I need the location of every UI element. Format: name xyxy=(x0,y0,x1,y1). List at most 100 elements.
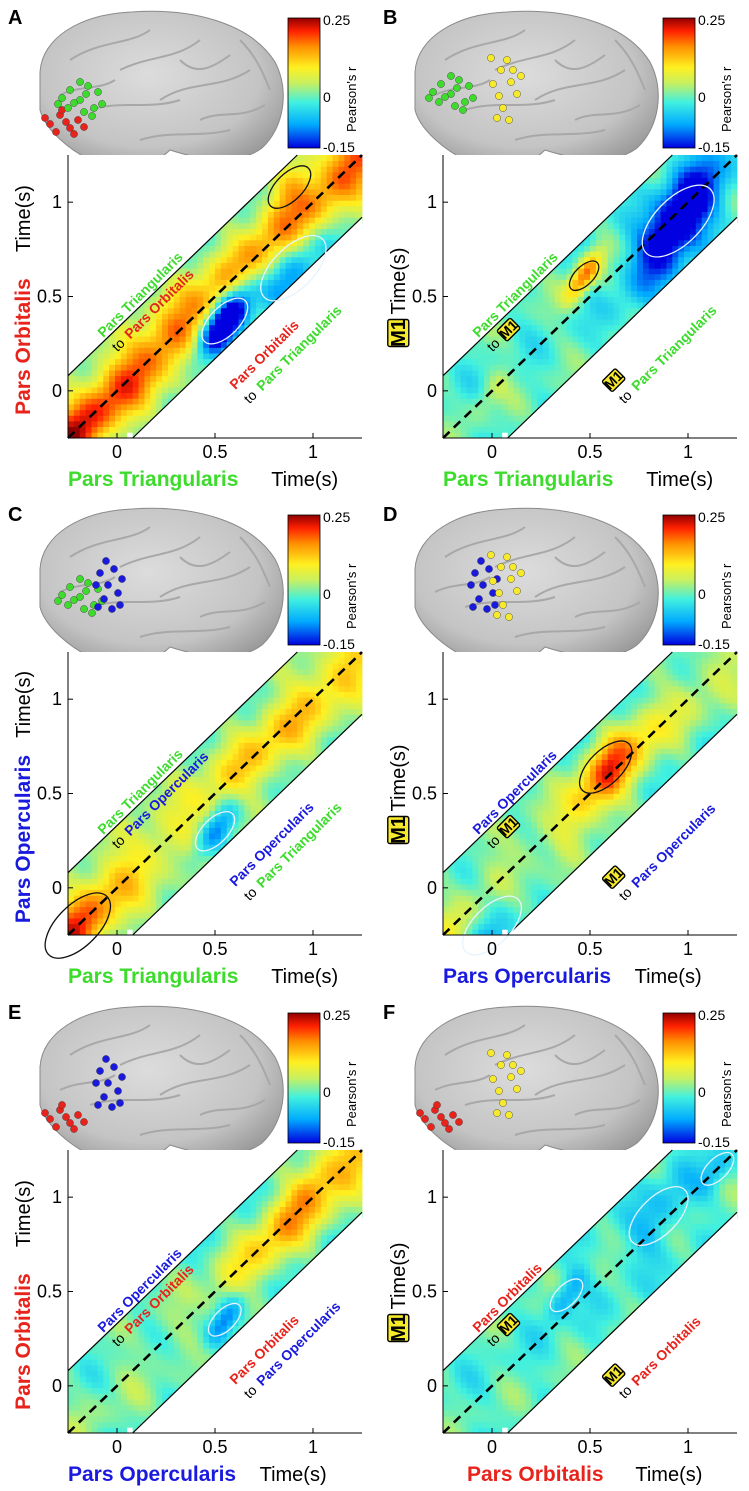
heatmap-cell xyxy=(179,324,186,331)
heatmap-cell xyxy=(537,364,544,371)
heatmap-cell xyxy=(554,341,561,348)
heatmap-cell xyxy=(144,1336,151,1343)
heatmap-cell xyxy=(572,787,579,794)
heatmap-cell xyxy=(220,827,228,834)
electrode-dot xyxy=(41,114,49,122)
heatmap-cell xyxy=(554,302,561,309)
heatmap-cell xyxy=(120,833,128,840)
heatmap-cell xyxy=(132,1308,139,1315)
heatmap-cell xyxy=(695,663,703,670)
heatmap-cell xyxy=(584,782,591,789)
heatmap-cell xyxy=(73,1410,81,1417)
heatmap-cell xyxy=(91,1387,98,1394)
heatmap-cell xyxy=(531,799,538,806)
heatmap-cell xyxy=(132,1331,139,1338)
heatmap-cell xyxy=(203,273,210,280)
heatmap-cell xyxy=(554,782,561,789)
heatmap-cell xyxy=(537,895,544,902)
heatmap-cell xyxy=(115,906,122,913)
electrode-dot xyxy=(70,1125,78,1133)
heatmap-cell xyxy=(460,912,467,919)
heatmap-cell xyxy=(542,867,550,874)
heatmap-cell xyxy=(695,155,703,162)
heatmap-cell xyxy=(619,217,626,224)
heatmap-cell xyxy=(578,748,585,755)
heatmap-cell xyxy=(338,177,345,184)
heatmap-cell xyxy=(97,1427,104,1434)
heatmap-cell xyxy=(672,166,679,173)
heatmap-cell xyxy=(554,793,561,800)
heatmap-cell xyxy=(138,364,145,371)
heatmap-cell xyxy=(156,872,163,879)
heatmap-cell xyxy=(448,370,456,377)
heatmap-cell xyxy=(220,256,228,263)
heatmap-cell xyxy=(525,387,532,394)
heatmap-cell xyxy=(531,313,538,320)
heatmap-cell xyxy=(68,421,75,428)
heatmap-cell xyxy=(220,1325,228,1332)
heatmap-cell xyxy=(191,1348,198,1355)
heatmap-cell xyxy=(126,1393,134,1400)
heatmap-cell xyxy=(215,731,222,738)
heatmap-cell xyxy=(173,1302,181,1309)
heatmap-cell xyxy=(167,381,175,388)
heatmap-cell xyxy=(144,1314,151,1321)
heatmap-cell xyxy=(350,691,357,698)
heatmap-cell xyxy=(185,296,192,303)
heatmap-cell xyxy=(215,1263,222,1270)
heatmap-cell xyxy=(156,1325,163,1332)
heatmap-cell xyxy=(332,714,339,721)
heatmap-cell xyxy=(238,319,245,326)
electrode-dot xyxy=(76,593,84,601)
heatmap-cell xyxy=(519,810,526,817)
heatmap-cell xyxy=(701,211,708,218)
brain-sulcus xyxy=(69,1024,151,1056)
heatmap-cell xyxy=(173,358,181,365)
heatmap-cell xyxy=(73,1382,81,1389)
heatmap-cell xyxy=(103,387,110,394)
heatmap-cell xyxy=(79,901,87,908)
heatmap-cell xyxy=(226,222,234,229)
heatmap-cell xyxy=(191,313,198,320)
heatmap-cell xyxy=(513,398,520,405)
heatmap-cell xyxy=(648,697,656,704)
heatmap-cell xyxy=(578,810,585,817)
heatmap-cell xyxy=(678,194,685,201)
heatmap-cell xyxy=(167,782,175,789)
heatmap-cell xyxy=(250,273,257,280)
heatmap-cell xyxy=(144,1387,151,1394)
heatmap-cell xyxy=(156,307,163,314)
heatmap-cell xyxy=(648,714,656,721)
heatmap-cell xyxy=(215,753,222,760)
heatmap-cell xyxy=(654,719,661,726)
heatmap-cell xyxy=(291,194,298,201)
heatmap-cell xyxy=(132,912,139,919)
heatmap-cell xyxy=(232,782,239,789)
heatmap-cell xyxy=(162,1342,169,1349)
heatmap-cell xyxy=(495,387,503,394)
heatmap-cell xyxy=(250,725,257,732)
heatmap-cell xyxy=(262,211,269,218)
heatmap-cell xyxy=(713,155,720,162)
heatmap-cell xyxy=(215,742,222,749)
heatmap-cell xyxy=(162,787,169,794)
electrode-dot xyxy=(100,1093,108,1101)
colorbar xyxy=(662,17,696,149)
heatmap-cell xyxy=(531,855,538,862)
heatmap-cell xyxy=(613,799,620,806)
heatmap-cell xyxy=(173,1370,181,1377)
heatmap-cell xyxy=(707,194,714,201)
heatmap-cell xyxy=(566,867,573,874)
heatmap-cell xyxy=(150,1370,157,1377)
heatmap-cell xyxy=(179,347,186,354)
heatmap-cell xyxy=(85,432,92,439)
heatmap-cell xyxy=(73,901,81,908)
heatmap-cell xyxy=(537,884,544,891)
heatmap-cell xyxy=(244,731,251,738)
heatmap-cell xyxy=(85,398,92,405)
heatmap-cell xyxy=(220,1308,228,1315)
heatmap-cell xyxy=(126,336,134,343)
heatmap-cell xyxy=(713,160,720,167)
heatmap-cell xyxy=(215,1251,222,1258)
heatmap-cell xyxy=(244,736,251,743)
